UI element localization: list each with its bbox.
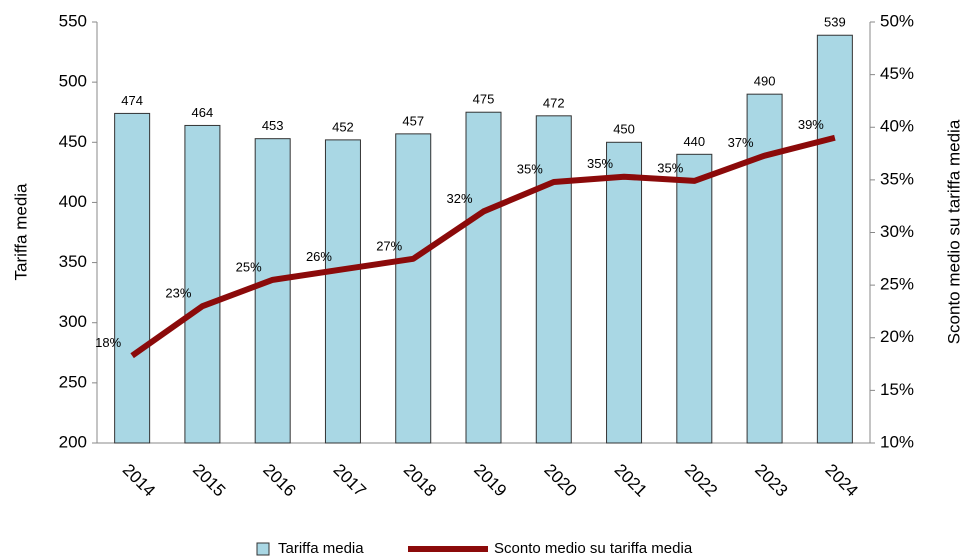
y-tick-label: 250	[59, 372, 87, 391]
y-tick-label: 500	[59, 72, 87, 91]
y-tick-label: 200	[59, 432, 87, 451]
y-tick-label: 400	[59, 192, 87, 211]
y-tick-label: 450	[59, 132, 87, 151]
y2-tick-label: 15%	[880, 380, 914, 399]
line-value-label: 35%	[517, 161, 543, 176]
legend-label: Sconto medio su tariffa media	[494, 540, 693, 557]
bar-value-label: 464	[192, 105, 214, 120]
x-tick-label: 2018	[400, 460, 440, 500]
bar-value-label: 474	[121, 93, 143, 108]
bar	[184, 124, 221, 444]
bar-value-label: 490	[754, 74, 776, 89]
x-tick-label: 2015	[189, 460, 229, 500]
legend-swatch	[256, 542, 270, 556]
bar	[465, 111, 502, 444]
line-value-label: 37%	[728, 135, 754, 150]
bar	[535, 115, 572, 444]
x-tick-label: 2022	[681, 460, 721, 500]
x-tick-label: 2016	[259, 460, 299, 500]
bar	[606, 141, 643, 444]
bar-value-label: 539	[824, 15, 846, 30]
line-value-label: 35%	[657, 160, 683, 175]
y-tick-label: 300	[59, 312, 87, 331]
bar-value-label: 475	[473, 92, 495, 107]
line-value-label: 25%	[236, 259, 262, 274]
y2-tick-label: 20%	[880, 327, 914, 346]
y-tick-label: 350	[59, 252, 87, 271]
x-tick-label: 2020	[540, 460, 580, 500]
line-value-label: 26%	[306, 249, 332, 264]
line-value-label: 18%	[95, 335, 121, 350]
x-tick-label: 2014	[119, 460, 159, 500]
x-tick-label: 2019	[470, 460, 510, 500]
bar	[395, 133, 432, 444]
x-tick-label: 2017	[330, 460, 370, 500]
y2-axis-label: Sconto medio su tariffa media	[944, 119, 963, 344]
x-tick-label: 2024	[821, 460, 861, 500]
line-value-label: 39%	[798, 117, 824, 132]
y2-tick-label: 30%	[880, 222, 914, 241]
y-tick-label: 550	[59, 11, 87, 30]
line-value-label: 23%	[165, 286, 191, 301]
bar	[114, 112, 151, 444]
y2-tick-label: 45%	[880, 64, 914, 83]
y2-tick-label: 40%	[880, 117, 914, 136]
bar	[254, 138, 291, 444]
bar-value-label: 440	[683, 134, 705, 149]
y2-tick-label: 10%	[880, 432, 914, 451]
bar	[324, 139, 361, 444]
line-value-label: 35%	[587, 156, 613, 171]
bar-value-label: 457	[402, 113, 424, 128]
bar	[676, 153, 713, 444]
bar-value-label: 472	[543, 95, 565, 110]
bar-value-label: 453	[262, 118, 284, 133]
bar-value-label: 452	[332, 119, 354, 134]
line-value-label: 27%	[376, 238, 402, 253]
bar	[816, 34, 853, 444]
y-axis-label: Tariffa media	[11, 183, 30, 281]
line	[130, 134, 836, 359]
y2-tick-label: 25%	[880, 275, 914, 294]
y2-tick-label: 35%	[880, 169, 914, 188]
line-value-label: 32%	[446, 191, 472, 206]
x-tick-label: 2023	[751, 460, 791, 500]
legend-label: Tariffa media	[278, 540, 364, 557]
x-tick-label: 2021	[611, 460, 651, 500]
bar-value-label: 450	[613, 122, 635, 137]
y2-tick-label: 50%	[880, 11, 914, 30]
